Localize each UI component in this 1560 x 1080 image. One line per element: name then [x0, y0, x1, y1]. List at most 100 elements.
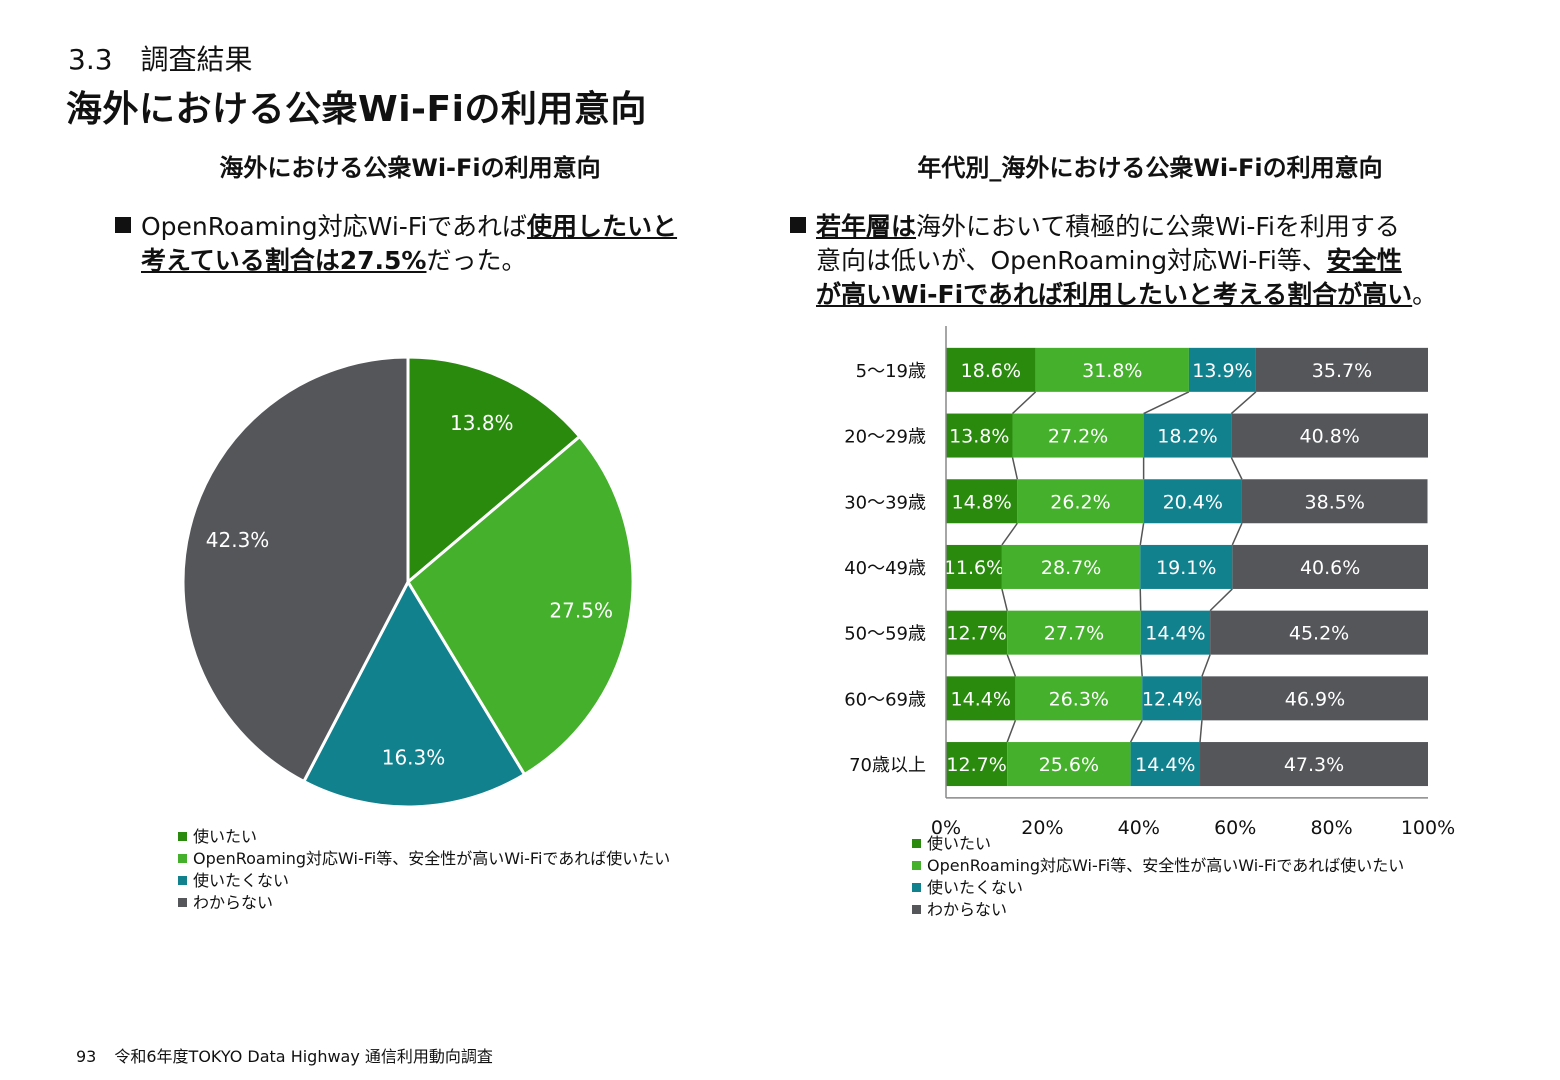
bar-data-label: 12.7%	[946, 754, 1006, 776]
bar-data-label: 18.2%	[1157, 426, 1217, 448]
bar-data-label: 14.8%	[951, 491, 1011, 513]
series-line	[1139, 654, 1143, 677]
legend-label: 使いたい	[193, 827, 258, 846]
bar-segment	[1130, 742, 1201, 787]
legend-label: 使いたくない	[193, 871, 290, 890]
bar-segment	[1140, 610, 1211, 655]
bar-data-label: 45.2%	[1289, 623, 1349, 645]
pie-data-label: 16.3%	[382, 745, 446, 769]
bar-data-label: 11.6%	[944, 557, 1004, 579]
bar-segment	[1012, 413, 1144, 458]
right-bullet-text: 若年層は海外において積極的に公衆Wi-Fiを利用する 意向は低いが、OpenRo…	[790, 210, 1450, 312]
legend-label: 使いたい	[927, 834, 992, 853]
x-tick-label: 40%	[1118, 817, 1160, 839]
bar-data-label: 14.4%	[951, 688, 1011, 710]
series-line	[1006, 654, 1017, 677]
bar-segment	[946, 544, 1002, 589]
legend-item-unknown: わからない	[912, 899, 1404, 921]
legend-item-not-use: 使いたくない	[912, 877, 1404, 899]
pie-legend: 使いたい OpenRoaming対応Wi-Fi等、安全性が高いWi-Fiであれば…	[178, 826, 670, 914]
bullet-square-icon	[790, 217, 806, 233]
bar-data-label: 27.2%	[1048, 426, 1108, 448]
bar-segment	[946, 742, 1008, 787]
series-line	[1001, 522, 1018, 546]
bar-data-label: 20.4%	[1163, 491, 1223, 513]
series-line	[1011, 457, 1019, 480]
bar-legend: 使いたい OpenRoaming対応Wi-Fi等、安全性が高いWi-Fiであれば…	[912, 833, 1404, 921]
bar-data-label: 27.7%	[1044, 623, 1104, 645]
left-bullet-plain1: OpenRoaming対応Wi-Fiであれば	[141, 212, 528, 241]
bar-segment	[1231, 413, 1428, 458]
bar-segment	[946, 479, 1018, 524]
legend-item-not-use: 使いたくない	[178, 870, 670, 892]
category-label: 5～19歳	[856, 361, 926, 382]
legend-swatch	[178, 876, 187, 885]
bar-segment	[1188, 347, 1256, 392]
series-line	[1230, 391, 1257, 415]
legend-swatch	[912, 883, 921, 892]
legend-item-use-if-safe: OpenRoaming対応Wi-Fi等、安全性が高いWi-Fiであれば使いたい	[912, 855, 1404, 877]
bar-data-label: 28.7%	[1041, 557, 1101, 579]
bar-data-label: 18.6%	[961, 360, 1021, 382]
pie-data-label: 27.5%	[549, 598, 613, 622]
bar-segment	[1210, 610, 1428, 655]
category-label: 30～39歳	[844, 492, 926, 513]
x-tick-label: 100%	[1401, 817, 1455, 839]
pie-data-label: 42.3%	[206, 528, 270, 552]
left-bullet-emphasis2: 考えている割合は27.5%	[141, 246, 427, 275]
bar-segment	[1241, 479, 1428, 524]
category-label: 40～49歳	[844, 558, 926, 579]
bar-segment	[1140, 544, 1233, 589]
bar-data-label: 13.8%	[949, 426, 1009, 448]
footer: 93 令和6年度TOKYO Data Highway 通信利用動向調査	[76, 1043, 511, 1067]
legend-label: OpenRoaming対応Wi-Fi等、安全性が高いWi-Fiであれば使いたい	[193, 849, 671, 868]
category-label: 50～59歳	[844, 624, 926, 645]
legend-item-unknown: わからない	[178, 892, 670, 914]
bar-chart-title: 年代別_海外における公衆Wi-Fiの利用意向	[917, 154, 1383, 182]
x-tick-label: 80%	[1310, 817, 1352, 839]
category-label: 20～29歳	[844, 427, 926, 448]
series-line	[1006, 720, 1017, 743]
series-line	[1012, 391, 1037, 415]
x-tick-label: 0%	[931, 817, 961, 839]
bar-data-label: 12.7%	[946, 623, 1006, 645]
pie-chart: 13.8% 27.5% 16.3% 42.3%	[181, 355, 635, 809]
legend-swatch	[178, 854, 187, 863]
bar-data-label: 26.2%	[1050, 491, 1110, 513]
footer-text: 令和6年度TOKYO Data Highway 通信利用動向調査	[114, 1047, 493, 1066]
legend-label: 使いたくない	[927, 878, 1024, 897]
bar-data-label: 25.6%	[1039, 754, 1099, 776]
bar-data-label: 14.4%	[1145, 623, 1205, 645]
legend-swatch	[912, 839, 921, 848]
pie-slice	[406, 355, 582, 586]
bar-segment	[1017, 479, 1144, 524]
series-line	[1001, 588, 1008, 611]
legend-label: OpenRoaming対応Wi-Fi等、安全性が高いWi-Fiであれば使いたい	[927, 856, 1405, 875]
series-line	[1139, 523, 1145, 546]
right-bullet-plain2: 意向は低いが、OpenRoaming対応Wi-Fi等、	[816, 246, 1327, 275]
series-line	[1230, 457, 1243, 480]
stacked-bar-chart: 18.6% 31.8% 13.9% 35.7% 5～19歳 13.8% 27.2% 18.2%…	[844, 326, 1455, 839]
bar-segment	[1232, 544, 1428, 589]
legend-label: わからない	[927, 900, 1008, 919]
category-label: 70歳以上	[849, 755, 926, 776]
series-line	[1199, 720, 1203, 743]
bar-data-label: 12.4%	[1142, 688, 1202, 710]
bar-data-label: 19.1%	[1156, 557, 1216, 579]
bar-data-label: 38.5%	[1305, 491, 1365, 513]
series-line	[1143, 391, 1190, 415]
bar-data-label: 46.9%	[1285, 688, 1345, 710]
series-line	[1201, 654, 1211, 677]
bar-data-label: 26.3%	[1049, 688, 1109, 710]
right-bullet-plain1: 海外において積極的に公衆Wi-Fiを利用する	[916, 212, 1400, 241]
bar-data-label: 14.4%	[1135, 754, 1195, 776]
bar-data-label: 31.8%	[1082, 360, 1142, 382]
bar-segment	[1255, 347, 1428, 392]
left-bullet-emphasis1: 使用したいと	[527, 212, 678, 241]
right-bullet-emphasis3: が高いWi-Fiであれば利用したいと考える割合が高い	[816, 280, 1413, 309]
bar-segment	[946, 413, 1013, 458]
right-bullet-plain3: 。	[1412, 280, 1438, 309]
bar-segment	[1142, 676, 1202, 721]
pie-slice	[181, 355, 410, 784]
section-number: 3.3 調査結果	[68, 43, 253, 76]
